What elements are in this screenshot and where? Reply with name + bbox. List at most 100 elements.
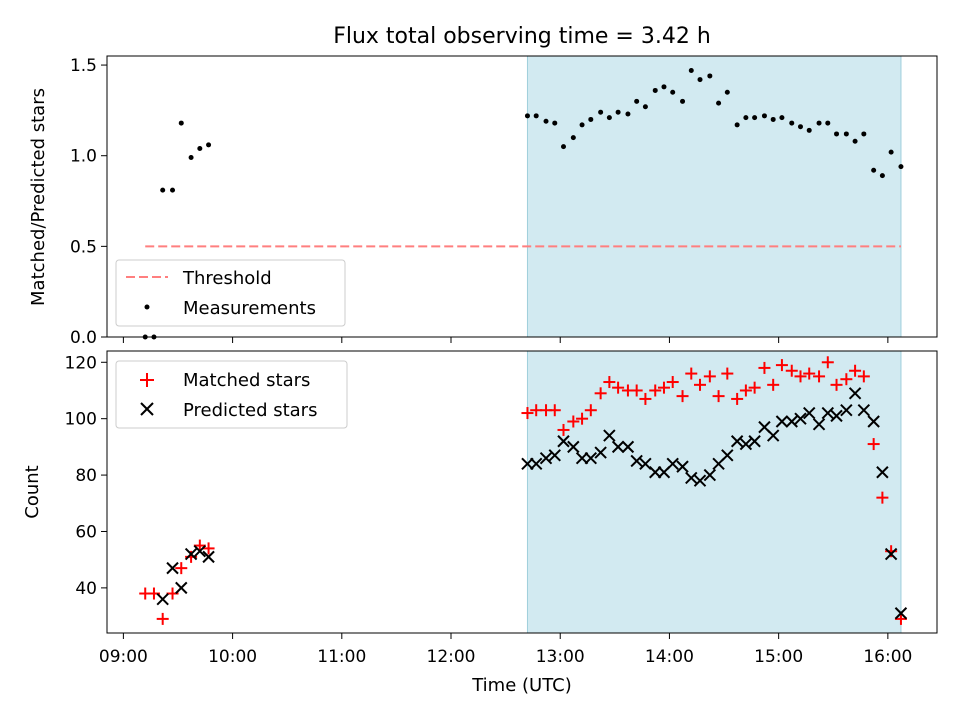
predicted-point — [894, 607, 908, 620]
bottom-xtick-label: 12:00 — [427, 647, 476, 667]
predicted-point — [584, 451, 598, 465]
figure-title: Flux total observing time = 3.42 h — [333, 24, 711, 49]
legend-matched-label: Matched stars — [183, 370, 310, 391]
matched-point — [739, 384, 752, 397]
matched-point — [202, 542, 215, 555]
measurement-point — [697, 77, 703, 83]
measurement-point — [552, 120, 558, 126]
top-highlight-span — [526, 55, 902, 338]
legend-threshold-label: Threshold — [182, 268, 272, 289]
measurement-point — [752, 115, 758, 121]
measurement-point — [716, 100, 722, 106]
measurement-point — [834, 131, 840, 137]
matched-point — [594, 387, 607, 400]
matched-point — [803, 367, 816, 380]
top-ylabel: Matched/Predicted stars — [28, 88, 49, 306]
matched-point — [156, 612, 169, 625]
matched-point — [867, 438, 880, 451]
top-ytick-label: 0.0 — [70, 328, 97, 348]
matched-point — [830, 378, 843, 391]
measurement-point — [770, 116, 776, 122]
measurement-point — [797, 124, 803, 130]
predicted-point — [193, 545, 207, 558]
predicted-point — [557, 435, 570, 448]
predicted-point — [676, 460, 689, 473]
bottom-highlight-span — [526, 350, 902, 634]
predicted-point — [739, 437, 753, 451]
legend-measurements-label: Measurements — [183, 298, 316, 319]
matched-point — [758, 361, 771, 374]
predicted-point — [594, 446, 607, 459]
measurement-point — [734, 122, 740, 128]
measurement-point — [570, 135, 576, 141]
matched-point — [666, 376, 679, 389]
matched-point — [821, 356, 834, 369]
predicted-point — [156, 592, 169, 606]
matched-point — [767, 378, 780, 391]
predicted-point — [175, 581, 188, 595]
top-axes-frame — [106, 55, 938, 338]
measurement-point — [661, 84, 667, 90]
top-legend: Threshold Measurements — [115, 259, 346, 327]
measurement-point — [170, 187, 176, 193]
measurement-point — [188, 155, 194, 161]
predicted-point — [166, 561, 179, 575]
measurement-point — [606, 115, 612, 121]
measurement-point — [724, 89, 730, 95]
measurement-point — [652, 87, 658, 93]
bottom-xtick-label: 09:00 — [99, 647, 148, 667]
predicted-point — [666, 457, 679, 471]
measurement-point — [206, 142, 212, 148]
predicted-point — [821, 406, 834, 420]
predicted-point — [830, 409, 843, 423]
top-ytick-label: 1.5 — [70, 56, 97, 76]
measurement-point — [533, 113, 539, 119]
bottom-legend: Matched stars Predicted stars — [115, 360, 348, 429]
measurement-point — [843, 131, 849, 137]
matched-point — [521, 407, 534, 420]
bottom-xtick-label: 10:00 — [208, 647, 257, 667]
bottom-ytick-label: 80 — [75, 466, 97, 486]
predicted-point — [184, 547, 198, 561]
bottom-panel: 40 60 80 100 120 09:00 10:00 11:00 12:00 13:00 14:… — [22, 350, 938, 696]
measurement-point — [688, 68, 694, 74]
matched-point — [794, 370, 807, 383]
predicted-point — [848, 387, 862, 400]
measurement-point — [743, 115, 749, 121]
legend-matched-swatch — [140, 373, 154, 387]
bottom-axes-frame — [106, 350, 938, 634]
predicted-point — [803, 406, 816, 420]
predicted-point — [685, 471, 698, 485]
matched-point — [639, 392, 652, 405]
predicted-point — [812, 418, 826, 431]
measurement-point — [888, 149, 894, 155]
top-legend-box — [115, 259, 346, 327]
matched-point — [584, 404, 597, 417]
measurement-point — [879, 173, 885, 179]
predicted-point — [730, 435, 744, 448]
measurement-point — [707, 73, 713, 79]
measurement-point — [634, 98, 640, 104]
top-ytick-label: 1.0 — [70, 147, 97, 167]
bottom-xtick-label: 14:00 — [645, 647, 694, 667]
predicted-point — [611, 440, 625, 454]
matched-point — [748, 381, 761, 394]
measurement-point — [852, 138, 858, 144]
matched-point — [676, 390, 689, 403]
measurement-point — [625, 111, 631, 117]
predicted-point — [766, 429, 780, 442]
matched-point — [721, 367, 734, 380]
predicted-point — [539, 451, 553, 465]
legend-measurements-swatch — [144, 304, 150, 310]
measurement-point — [524, 113, 530, 119]
matched-point — [657, 381, 670, 394]
bottom-xtick-label: 13:00 — [536, 647, 585, 667]
bottom-xtick-label: 16:00 — [863, 647, 912, 667]
measurement-point — [197, 145, 203, 151]
predicted-point — [693, 474, 707, 487]
measurement-point — [561, 144, 566, 150]
predicted-point — [721, 449, 734, 462]
predicted-point — [621, 440, 635, 454]
matched-point — [175, 562, 188, 575]
